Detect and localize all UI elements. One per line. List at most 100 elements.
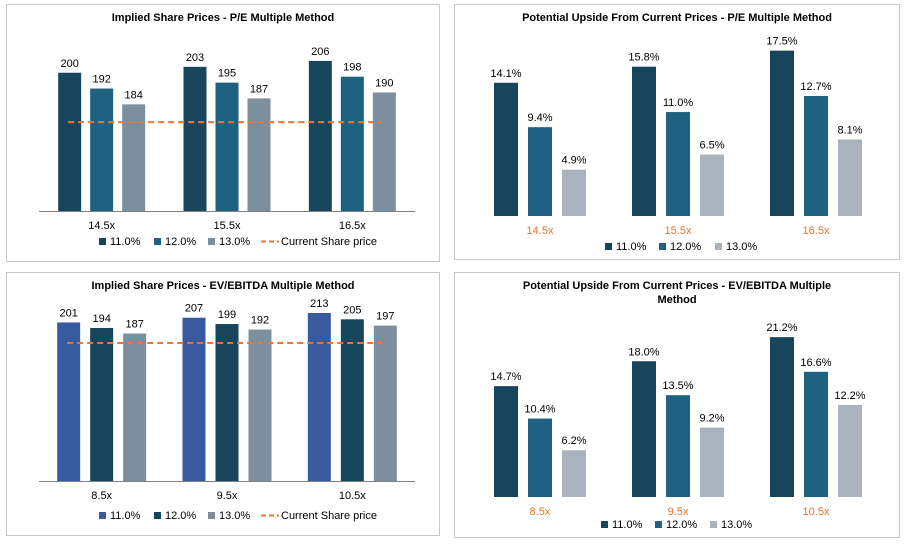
data-label: 14.7%: [490, 371, 521, 383]
bar: [770, 337, 794, 497]
legend-swatch: [605, 243, 612, 250]
bar: [562, 169, 586, 216]
data-label: 192: [92, 74, 110, 86]
bar: [666, 395, 690, 497]
data-label: 200: [60, 58, 78, 70]
data-label: 194: [92, 313, 110, 325]
legend-label: 12.0%: [165, 510, 196, 522]
data-label: 187: [250, 83, 268, 95]
chart-svg: 200 192 184 14.5x 203 195 187 15.5x 206 198 190 16.…: [39, 46, 415, 248]
bar: [528, 127, 552, 216]
legend-label: 11.0%: [110, 236, 141, 248]
legend-swatch: [601, 521, 608, 528]
chart-upside-pe: Potential Upside From Current Prices - P…: [454, 4, 900, 260]
bar: [247, 98, 271, 211]
chart-svg: 14.1% 9.4% 4.9% 14.5x 15.8% 11.0% 6.5% 15.5x 17.…: [490, 36, 862, 253]
bar: [372, 92, 396, 211]
category-label: 8.5x: [91, 490, 112, 502]
data-label: 187: [125, 318, 143, 330]
data-label: 213: [310, 298, 328, 310]
chart-title: Implied Share Prices - P/E Multiple Meth…: [111, 12, 335, 24]
legend-label: 11.0%: [110, 510, 141, 522]
legend-label: 12.0%: [670, 241, 701, 253]
category-label: 15.5x: [665, 225, 692, 237]
category-label: 10.5x: [803, 506, 830, 518]
bar: [700, 427, 724, 497]
category-label: 14.5x: [527, 225, 554, 237]
chart-title: Potential Upside From Current Prices - P…: [522, 12, 832, 24]
data-label: 9.2%: [699, 413, 724, 425]
category-label: 10.5x: [339, 490, 366, 502]
bar: [632, 66, 656, 216]
chart-upside-ev-ebitda: Potential Upside From Current Prices - E…: [454, 272, 900, 538]
chart-implied-price-pe: Implied Share Prices - P/E Multiple Meth…: [6, 4, 440, 262]
data-label: 10.4%: [524, 404, 555, 416]
legend-swatch: [208, 238, 215, 245]
category-label: 9.5x: [668, 506, 689, 518]
data-label: 207: [185, 303, 203, 315]
chart-svg: 14.7% 10.4% 6.2% 8.5x 18.0% 13.5% 9.2% 9.5x 21.2…: [490, 322, 865, 531]
legend-swatch: [655, 521, 662, 528]
chart-implied-price-ev-ebitda: Implied Share Prices - EV/EBITDA Multipl…: [6, 272, 440, 536]
bar: [632, 361, 656, 497]
legend-label: 11.0%: [616, 241, 647, 253]
data-label: 13.5%: [662, 380, 693, 392]
bar: [182, 317, 206, 481]
data-label: 184: [124, 89, 142, 101]
data-label: 206: [311, 46, 329, 58]
data-label: 205: [343, 304, 361, 316]
data-label: 190: [375, 78, 393, 90]
bar: [308, 60, 332, 212]
category-label: 15.5x: [214, 220, 241, 232]
data-label: 6.2%: [561, 435, 586, 447]
legend-label: 12.0%: [165, 236, 196, 248]
bar: [340, 319, 364, 481]
category-label: 16.5x: [339, 220, 366, 232]
legend-label: 13.0%: [219, 510, 250, 522]
data-label: 11.0%: [663, 97, 694, 109]
bar: [666, 112, 690, 216]
bar: [123, 333, 147, 481]
data-label: 201: [59, 307, 77, 319]
legend-swatch: [710, 521, 717, 528]
data-label: 18.0%: [628, 346, 659, 358]
data-label: 195: [218, 68, 236, 80]
legend-label: 13.0%: [726, 241, 757, 253]
data-label: 8.1%: [837, 124, 862, 136]
data-label: 16.6%: [800, 357, 831, 369]
data-label: 12.2%: [834, 390, 865, 402]
data-label: 198: [343, 62, 361, 74]
data-label: 197: [376, 311, 394, 323]
bar: [838, 404, 862, 497]
bar: [340, 76, 364, 211]
data-label: 9.4%: [527, 112, 552, 124]
bar: [838, 139, 862, 216]
data-label: 15.8%: [628, 52, 659, 64]
bar: [90, 88, 114, 211]
legend-swatch: [208, 512, 215, 519]
bar: [373, 325, 397, 481]
data-label: 192: [251, 315, 269, 327]
legend-swatch: [154, 238, 161, 245]
bar: [700, 154, 724, 216]
bar: [122, 104, 146, 211]
bar: [307, 312, 331, 481]
bar: [215, 82, 239, 211]
bar: [494, 386, 518, 497]
bar: [494, 82, 518, 216]
data-label: 12.7%: [800, 81, 831, 93]
data-label: 14.1%: [490, 68, 521, 80]
bar: [90, 327, 114, 481]
bar: [804, 371, 828, 497]
data-label: 6.5%: [699, 140, 724, 152]
legend-swatch: [154, 512, 161, 519]
chart-title: Potential Upside From Current Prices - E…: [522, 280, 832, 306]
bar: [528, 418, 552, 497]
legend-swatch: [99, 238, 106, 245]
data-label: 21.2%: [766, 322, 797, 334]
data-label: 199: [218, 309, 236, 321]
legend-label: 13.0%: [721, 519, 752, 531]
bar: [248, 329, 272, 481]
bar: [562, 450, 586, 497]
legend-label: Current Share price: [281, 236, 377, 248]
